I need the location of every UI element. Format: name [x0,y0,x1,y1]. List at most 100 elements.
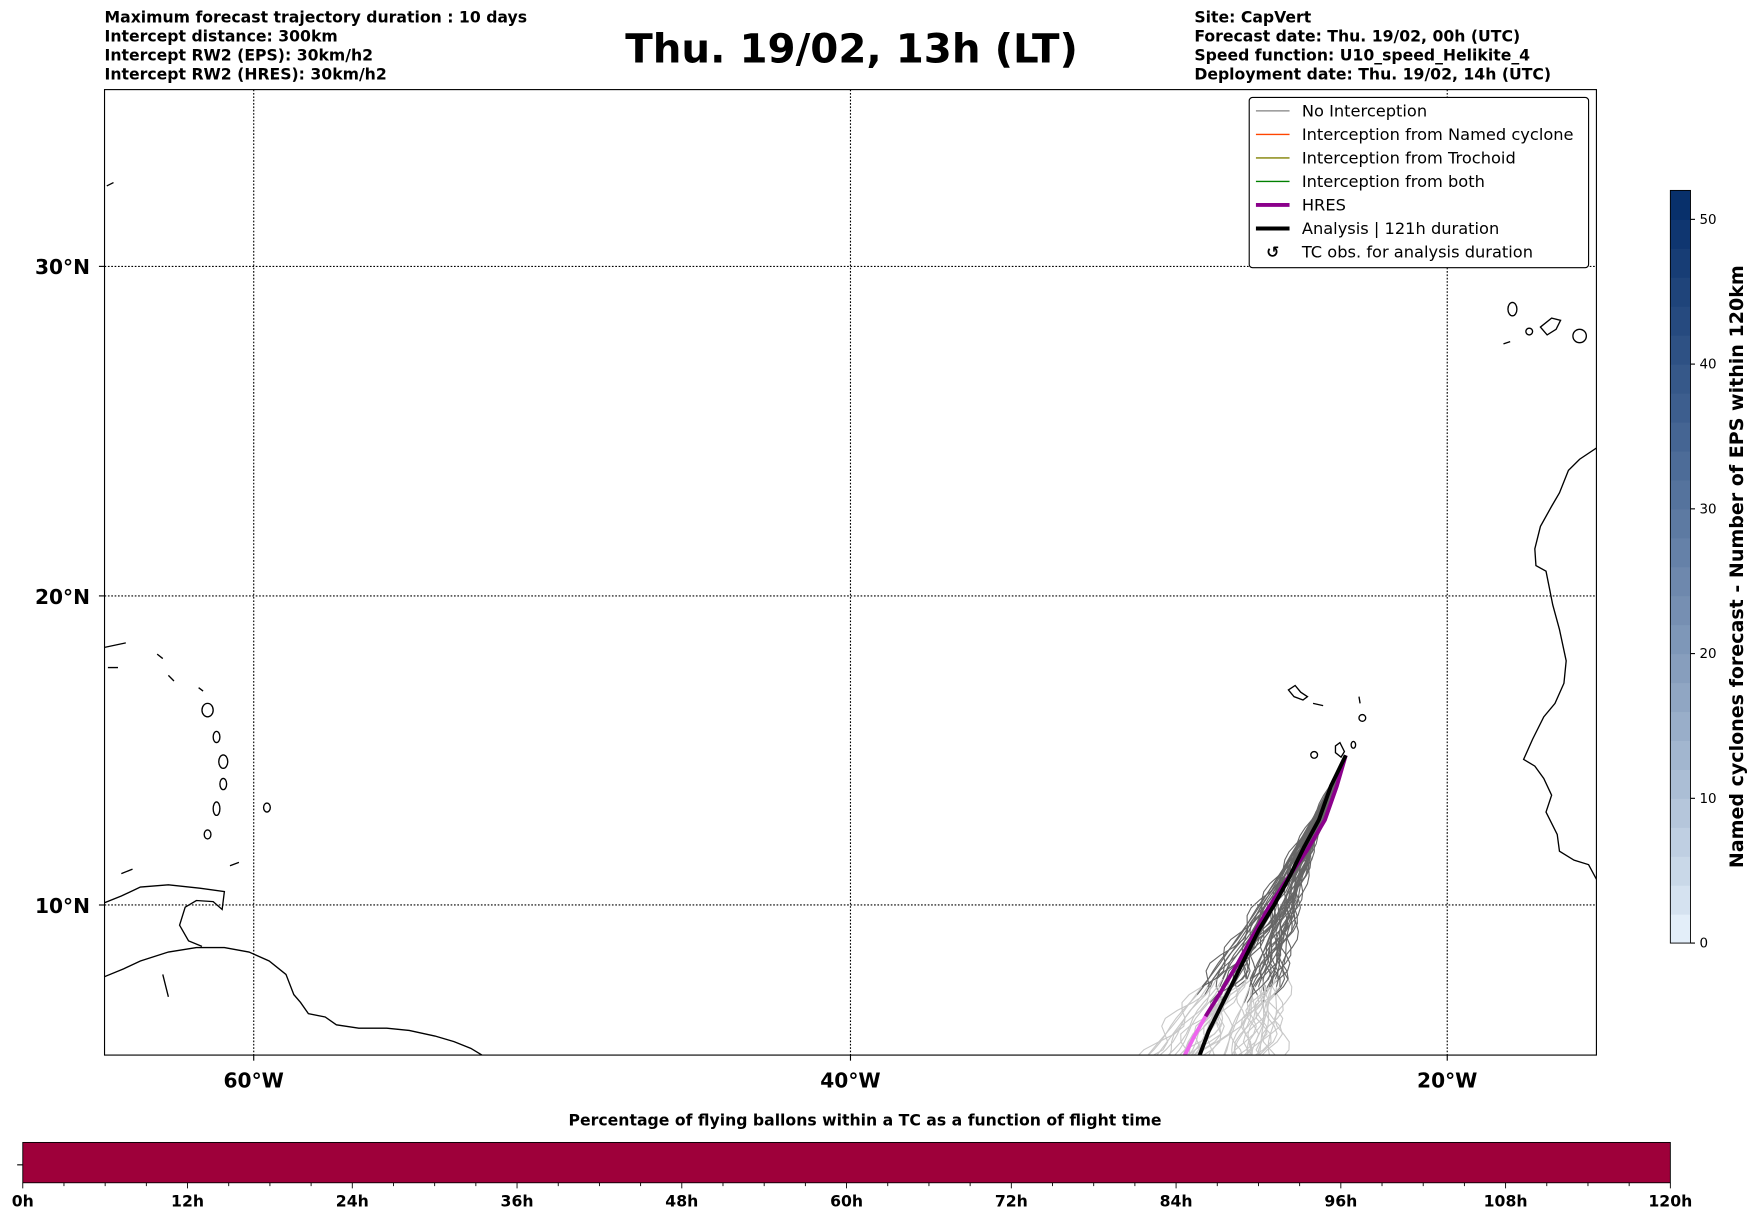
ensemble-trajectory-late [1246,978,1269,1056]
colorbar-step [1670,421,1691,452]
ensemble-trajectory-late [1223,986,1251,1056]
coastline-cape-verde [1287,684,1367,759]
colorbar-step [1670,682,1691,713]
header-right-line: Deployment date: Thu. 19/02, 14h (UTC) [1194,65,1551,84]
bar-tick-label: 0h [12,1191,34,1210]
colorbar-step [1670,306,1691,336]
colorbar-step [1670,827,1691,857]
ensemble-trajectory-late [1240,986,1266,1056]
lat-tick-label: 30°N [35,255,90,279]
lon-tick-label: 40°W [820,1069,880,1093]
colorbar-step [1670,277,1691,307]
colorbar-tick-label: 0 [1699,937,1708,952]
colorbar-step [1670,479,1691,510]
coastline-south-america [104,946,483,1056]
colorbar-tick-label: 50 [1699,213,1716,228]
latitude-ticks: 30°N 20°N 10°N [35,255,105,918]
colorbar-step [1670,219,1691,249]
colorbar-step [1670,335,1691,365]
legend: No Interception Interception from Named c… [1248,96,1590,269]
colorbar-step [1670,856,1691,886]
colorbar-step [1670,885,1691,915]
ensemble-trajectory-late [1231,1002,1257,1056]
bar-tick-label: 96h [1324,1191,1357,1210]
analysis-trajectory [1197,754,1348,1056]
colorbar-step [1670,364,1691,394]
colorbar-step [1670,595,1691,626]
ensemble-trajectory-late [1187,986,1238,1056]
hres-trajectory-late [1182,1015,1208,1056]
colorbar-step [1670,537,1691,568]
header-right-line: Speed function: U10_speed_Helikite_4 [1194,45,1530,64]
legend-item: ↺ TC obs. for analysis duration [1266,243,1533,262]
legend-item: Interception from both [1255,172,1485,191]
legend-item: HRES [1255,196,1346,215]
hres-trajectory [1203,754,1348,1018]
legend-label: HRES [1302,196,1346,215]
flight-time-bar-title: Percentage of flying ballons within a TC… [569,1111,1162,1130]
colorbar-step [1670,740,1691,770]
ensemble-trajectory-late [1156,986,1209,1056]
longitude-ticks: 60°W 40°W 20°W [224,1055,1477,1093]
colorbar-label: Named cyclones forecast - Number of EPS … [1726,265,1748,868]
header-right-line: Forecast date: Thu. 19/02, 00h (UTC) [1194,26,1520,45]
bar-tick-label: 12h [171,1191,204,1210]
header-left-line: Maximum forecast trajectory duration : 1… [105,7,528,26]
lon-tick-label: 60°W [224,1069,284,1093]
legend-label: Interception from Named cyclone [1302,125,1574,144]
colorbar-step [1670,248,1691,278]
ensemble-trajectory-late [1167,978,1224,1056]
flight-time-bar-fill [22,1141,1671,1184]
trajectories [1138,754,1348,1056]
legend-label: Interception from both [1302,172,1485,191]
header-right-line: Site: CapVert [1194,7,1311,26]
ensemble-trajectory-late [1261,986,1284,1056]
ensemble-trajectory-late [1169,986,1211,1056]
colorbar-tick-label: 40 [1699,358,1716,373]
colorbar-step [1670,653,1691,684]
legend-item: Interception from Trochoid [1255,149,1516,168]
colorbar-frame [1669,189,1691,944]
colorbar-tick-label: 20 [1699,647,1716,662]
bar-tick-label: 72h [995,1191,1028,1210]
coastline-antilles [104,642,271,997]
colorbar-step [1670,566,1691,597]
coastline-canary-islands [106,181,1588,345]
ensemble-trajectory-late [1211,978,1253,1056]
header-left-line: Intercept RW2 (EPS): 30km/h2 [105,45,374,64]
ensemble-trajectory-late [1243,978,1279,1056]
colorbar-tick-label: 10 [1699,792,1716,807]
ensemble-trajectory-late [1267,986,1278,1056]
ensemble-trajectory-late [1203,986,1239,1056]
header-left-line: Intercept distance: 300km [105,26,338,45]
legend-label: Analysis | 121h duration [1302,219,1499,238]
colorbar-step [1670,914,1691,944]
ensemble-trajectory-late [1174,986,1221,1056]
header-left-line: Intercept RW2 (HRES): 30km/h2 [105,65,387,84]
colorbar-step [1670,190,1691,220]
header-right: Site: CapVert Forecast date: Thu. 19/02,… [1194,7,1551,83]
ensemble-trajectory-late [1242,978,1267,1056]
colorbar: 0 10 20 30 40 50 Named cyclones forecast - Nu… [1669,189,1748,952]
coastline-africa [1522,447,1597,880]
legend-item: Interception from Named cyclone [1255,125,1574,144]
colorbar-step [1670,711,1691,741]
header-left: Maximum forecast trajectory duration : 1… [105,7,528,83]
colorbar-tick-label: 30 [1699,502,1716,517]
ensemble-trajectory-late [1229,994,1260,1056]
ensemble-trajectory-late [1231,986,1253,1056]
colorbar-step [1670,769,1691,799]
bar-tick-label: 60h [830,1191,863,1210]
legend-label: TC obs. for analysis duration [1301,243,1533,262]
legend-item: No Interception [1255,101,1427,120]
ensemble-trajectory-late [1224,1002,1245,1056]
colorbar-step [1670,624,1691,655]
lon-tick-label: 20°W [1417,1069,1477,1093]
flight-time-bar: Percentage of flying ballons within a TC… [12,1111,1693,1211]
lat-tick-label: 10°N [35,894,90,918]
ensemble-trajectory-late [1192,978,1248,1056]
ensemble-trajectory-late [1159,978,1217,1056]
ensemble-trajectory-late [1237,986,1270,1056]
legend-frame [1248,96,1590,269]
